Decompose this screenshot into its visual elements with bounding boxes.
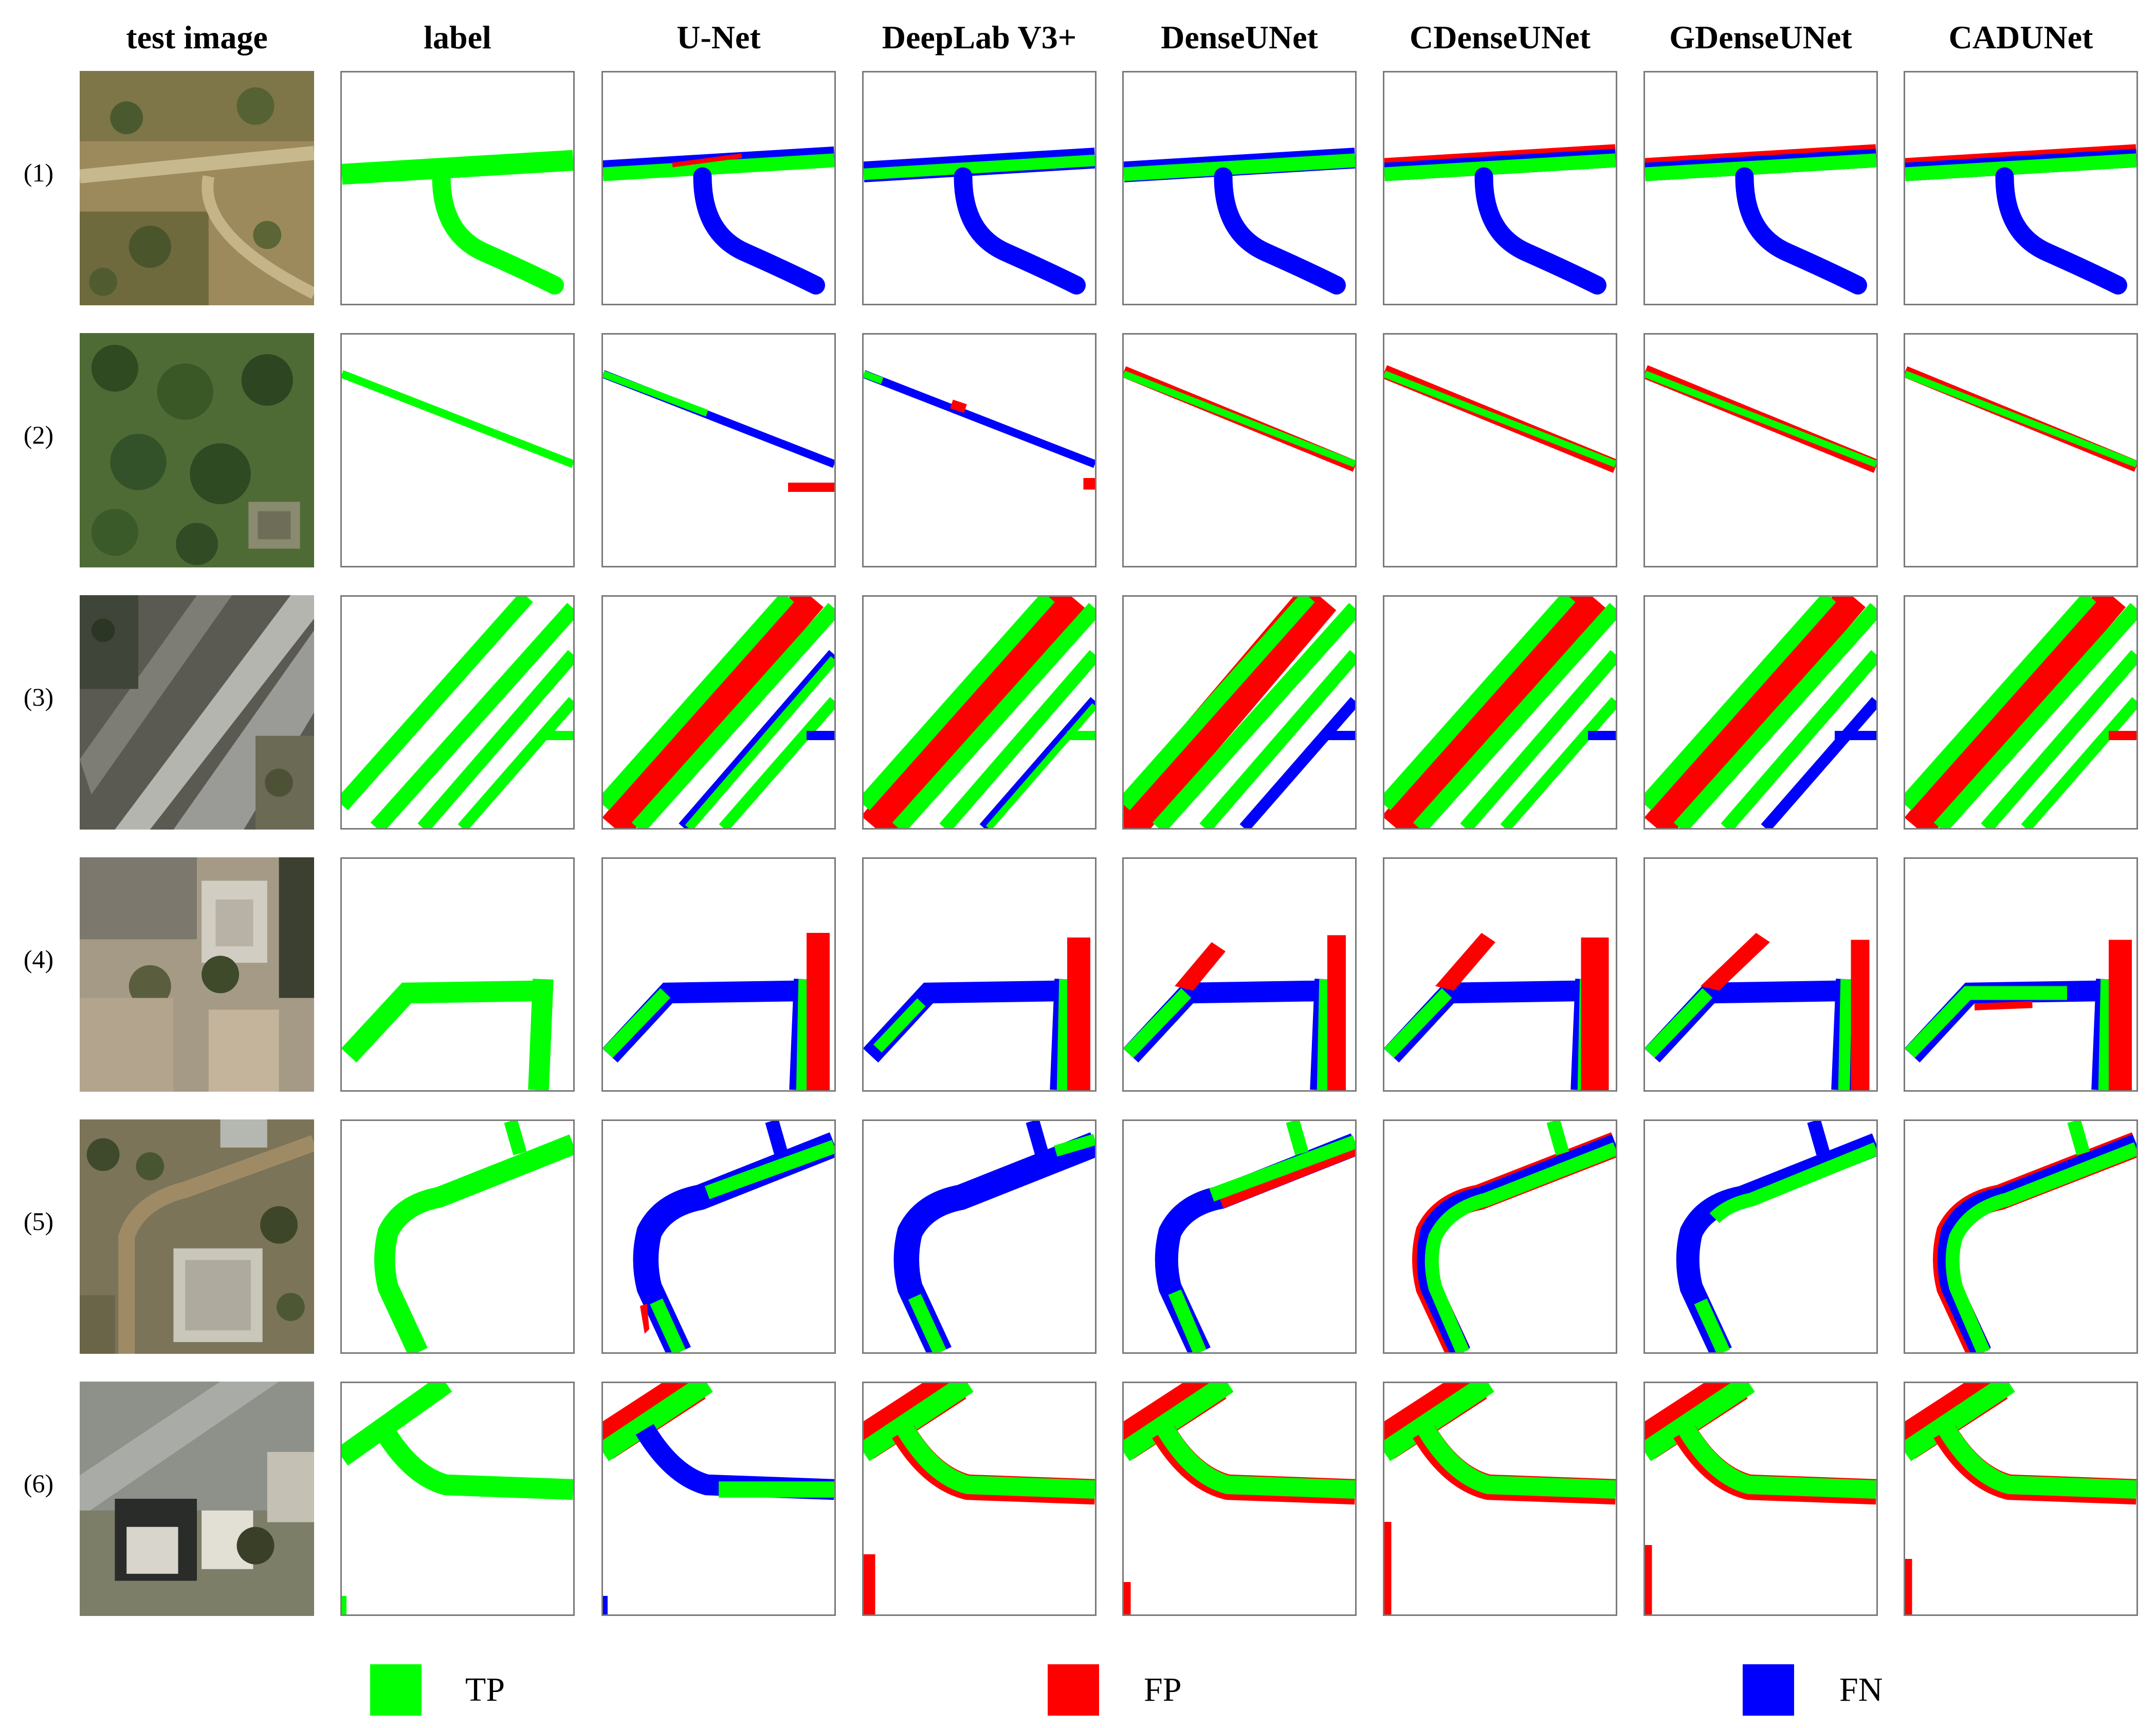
row-label-2: (2): [23, 420, 54, 449]
label-mask-6: [340, 1382, 575, 1616]
column-header-denseunet: DenseUNet: [1161, 19, 1318, 56]
legend-swatch-fn: [1743, 1664, 1794, 1716]
gdenseunet-result-3: [1643, 595, 1878, 830]
label-mask-1: [340, 71, 575, 305]
cadunet-result-3: [1904, 595, 2138, 830]
cdenseunet-result-1: [1383, 71, 1617, 305]
test-image-6: [80, 1382, 314, 1616]
deeplab-result-1: [862, 71, 1097, 305]
column-header-gdenseunet: GDenseUNet: [1669, 19, 1852, 56]
unet-result-3: [601, 595, 836, 830]
gdenseunet-result-4: [1643, 857, 1878, 1092]
unet-result-6: [601, 1382, 836, 1616]
label-mask-3: [340, 595, 575, 830]
gdenseunet-result-1: [1643, 71, 1878, 305]
cdenseunet-result-4: [1383, 857, 1617, 1092]
deeplab-result-5: [862, 1119, 1097, 1354]
test-image-4: [80, 857, 314, 1092]
cadunet-result-4: [1904, 857, 2138, 1092]
test-image-3: [80, 595, 314, 830]
cdenseunet-result-3: [1383, 595, 1617, 830]
denseunet-result-1: [1122, 71, 1357, 305]
denseunet-result-4: [1122, 857, 1357, 1092]
gdenseunet-result-2: [1643, 333, 1878, 567]
cdenseunet-result-6: [1383, 1382, 1617, 1616]
test-image-5: [80, 1119, 314, 1354]
cdenseunet-result-5: [1383, 1119, 1617, 1354]
deeplab-result-4: [862, 857, 1097, 1092]
column-header-deeplab: DeepLab V3+: [882, 19, 1077, 56]
unet-result-1: [601, 71, 836, 305]
legend-label-fn: FN: [1839, 1671, 1883, 1708]
cdenseunet-result-2: [1383, 333, 1617, 567]
legend-label-tp: TP: [465, 1671, 505, 1708]
label-mask-5: [340, 1119, 575, 1354]
deeplab-result-6: [862, 1382, 1097, 1616]
cadunet-result-5: [1904, 1119, 2138, 1354]
legend-label-fp: FP: [1144, 1671, 1182, 1708]
row-label-1: (1): [23, 158, 54, 187]
legend-swatch-fp: [1048, 1664, 1099, 1716]
test-image-1: [80, 71, 314, 305]
column-header-label: label: [424, 19, 491, 56]
unet-result-2: [601, 333, 836, 567]
unet-result-4: [601, 857, 836, 1092]
cadunet-result-6: [1904, 1382, 2138, 1616]
row-label-6: (6): [23, 1469, 54, 1498]
deeplab-result-2: [862, 333, 1097, 567]
denseunet-result-2: [1122, 333, 1357, 567]
gdenseunet-result-5: [1643, 1119, 1878, 1354]
column-header-unet: U-Net: [677, 19, 761, 56]
column-header-cadunet: CADUNet: [1948, 19, 2093, 56]
deeplab-result-3: [862, 595, 1097, 830]
column-header-cdenseunet: CDenseUNet: [1410, 19, 1591, 56]
denseunet-result-6: [1122, 1382, 1357, 1616]
test-image-2: [80, 333, 314, 567]
gdenseunet-result-6: [1643, 1382, 1878, 1616]
legend-swatch-tp: [370, 1664, 422, 1716]
denseunet-result-3: [1122, 595, 1357, 830]
unet-result-5: [601, 1119, 836, 1354]
row-label-3: (3): [23, 683, 54, 711]
denseunet-result-5: [1122, 1119, 1357, 1354]
cadunet-result-2: [1904, 333, 2138, 567]
row-label-4: (4): [23, 945, 54, 973]
row-label-5: (5): [23, 1207, 54, 1236]
cadunet-result-1: [1904, 71, 2138, 305]
column-header-test-image: test image: [126, 19, 268, 56]
label-mask-2: [340, 333, 575, 567]
label-mask-4: [340, 857, 575, 1092]
